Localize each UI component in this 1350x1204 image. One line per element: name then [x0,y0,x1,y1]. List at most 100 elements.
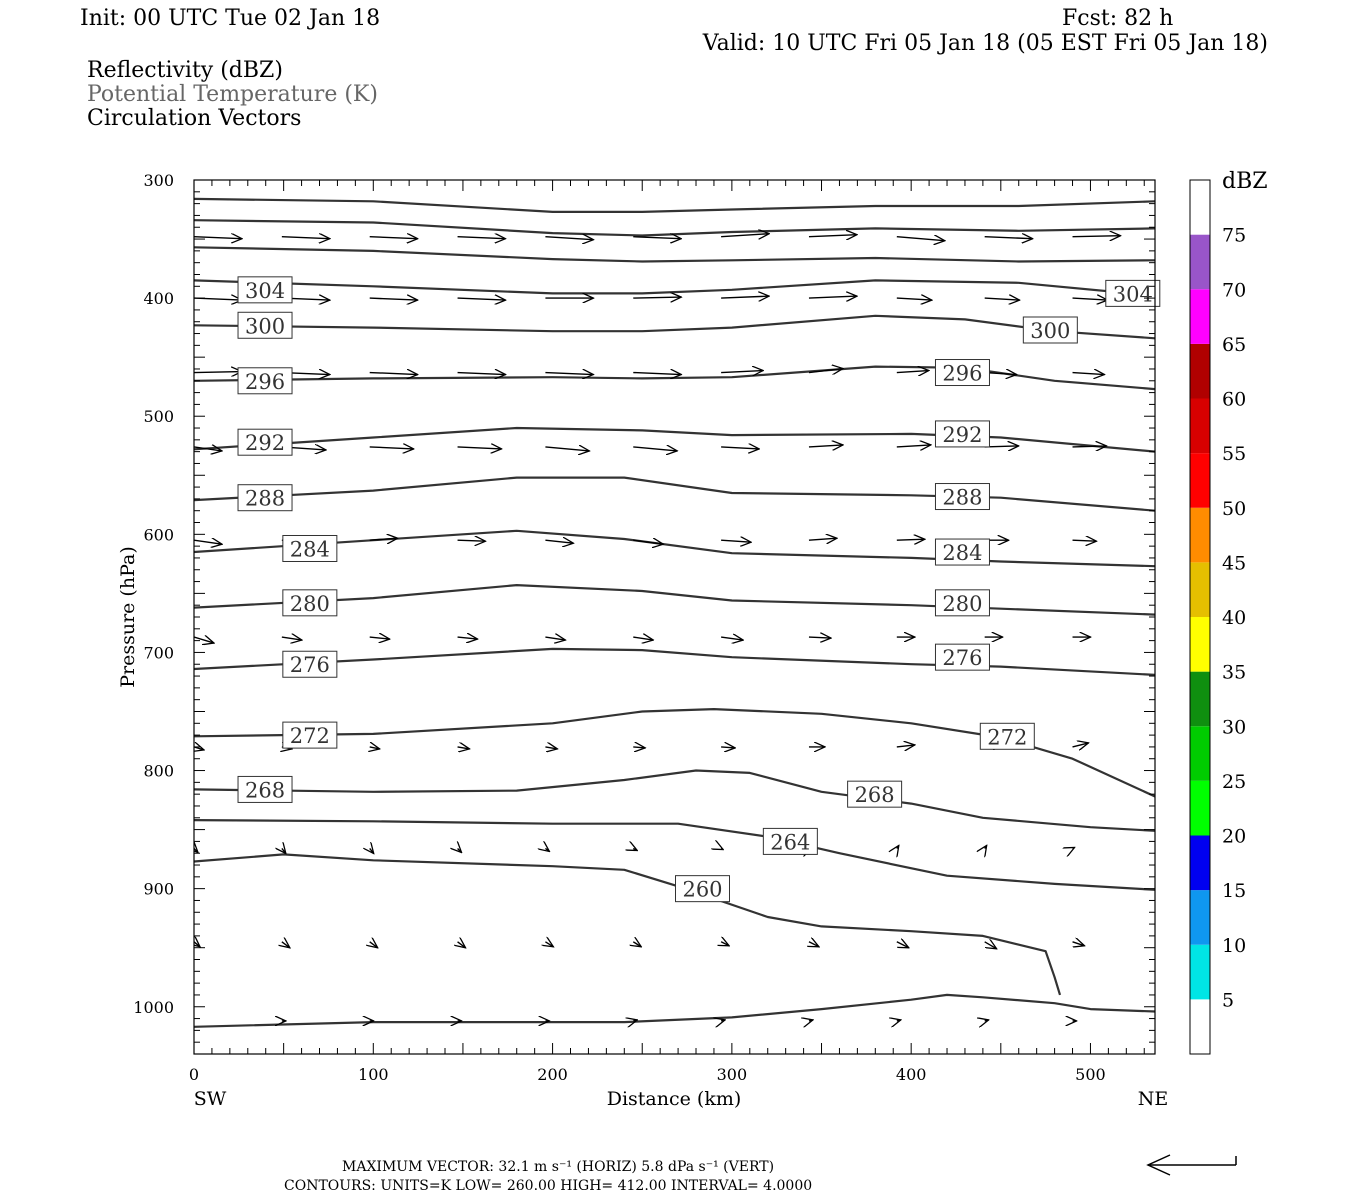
y-tick-label: 900 [143,880,174,899]
valid-time-text: Valid: 10 UTC Fri 05 Jan 18 (05 EST Fri … [702,31,1268,56]
circulation-vector [633,1020,637,1021]
colorbar-segment [1190,944,1210,1000]
colorbar-segment [1190,780,1210,836]
init-time-text: Init: 00 UTC Tue 02 Jan 18 [80,6,380,31]
circulation-vector [896,745,915,747]
circulation-vector [545,637,565,640]
colorbar-segment [1190,180,1210,235]
colorbar-segment [1190,234,1210,290]
circulation-vector [545,942,553,947]
contour-label: 272 [987,725,1027,749]
colorbar-segment [1190,562,1210,617]
colorbar-title: dBZ [1222,169,1268,194]
circulation-vector [721,942,729,946]
circulation-vector [896,237,945,241]
field-potential-temperature-label: Potential Temperature (K) [87,82,378,107]
contour-label-box [762,827,818,855]
contour-label: 272 [290,724,330,748]
dbz-colorbar: 5 10 15 20 25 30 35 40 45 50 55 60 65 70 75 [1189,179,1246,1055]
contour-label: 280 [290,592,330,616]
contour-label: 284 [290,537,330,561]
isentrope-304 [194,279,1155,297]
contour-label-box [237,775,293,803]
circulation-vector [897,845,899,848]
y-tick-label: 400 [143,289,174,308]
colorbar-segment [1190,289,1210,344]
contour-label: 296 [245,370,285,394]
isentrope-292 [194,426,1155,453]
isentrope-296 [194,365,1155,391]
circulation-vector [985,845,987,848]
circulation-vector [896,539,925,540]
circulation-vector [282,942,290,948]
isentrope-276 [194,647,1155,676]
colorbar-label: 30 [1222,716,1246,738]
isentrope-284 [194,529,1155,568]
colorbar-label: 10 [1222,935,1246,957]
colorbar-segment [1190,671,1210,727]
circulation-vector [721,234,769,237]
circulation-vector [809,942,819,947]
contour-label-box [1022,316,1078,344]
circulation-vector [545,447,589,451]
x-axis-start-label: SW [194,1088,227,1110]
circulation-vector [194,637,214,643]
circulation-vector [281,637,302,640]
circulation-vector [721,637,743,640]
isentrope-268 [194,769,1155,832]
circulation-vector [721,747,735,748]
circulation-vector [633,447,677,451]
circulation-vector [458,848,462,852]
circulation-vector [984,373,1017,375]
colorbar-segment [1190,343,1210,399]
circulation-vector [369,373,418,375]
contour-label: 276 [942,646,982,670]
circulation-vector [808,445,843,447]
circulation-vector [370,747,380,749]
isentrope-312 [194,246,1155,263]
circulation-vector [194,848,198,852]
circulation-vector [633,237,681,239]
x-tick-label: 400 [896,1065,927,1084]
contour-label-box [282,721,338,749]
circulation-vector [633,848,637,850]
contour-label: 288 [942,486,982,510]
x-tick-label: 500 [1075,1065,1106,1084]
x-axis-title: Distance (km) [607,1088,742,1110]
contour-label-box [237,484,293,512]
colorbar-label: 55 [1222,443,1246,465]
contour-label: 300 [1030,319,1070,343]
circulation-vector [808,369,843,373]
circulation-vector [808,235,857,237]
circulation-vector [370,942,378,948]
contour-label: 296 [942,362,982,386]
colorbar-label: 20 [1222,826,1246,848]
circulation-vector [808,637,831,638]
colorbar-label: 60 [1222,389,1246,411]
circulation-vector [369,447,414,449]
maximum-vector-text: MAXIMUM VECTOR: 32.1 m s⁻¹ (HORIZ) 5.8 d… [342,1159,774,1175]
isentrope-316 [194,219,1155,237]
circulation-vector [633,747,645,748]
contour-label-box [237,428,293,456]
contour-label-box [282,534,338,562]
circulation-vector [545,373,593,375]
isentrope-300 [194,314,1155,340]
contour-label: 268 [245,778,285,802]
circulation-vector [1072,446,1107,447]
colorbar-segment [1190,507,1210,563]
x-tick-label: 0 [189,1065,199,1084]
circulation-vector [633,297,681,298]
circulation-vector [194,942,200,947]
contour-label: 280 [942,592,982,616]
colorbar-label: 5 [1222,989,1234,1011]
y-tick-label: 500 [143,407,174,426]
colorbar-segment [1190,453,1210,508]
circulation-vector [633,373,681,375]
circulation-vector [370,848,374,853]
circulation-vector [1073,847,1075,848]
circulation-vector [194,447,222,451]
isentrope-260 [194,853,1062,996]
contour-label-box [979,722,1035,750]
